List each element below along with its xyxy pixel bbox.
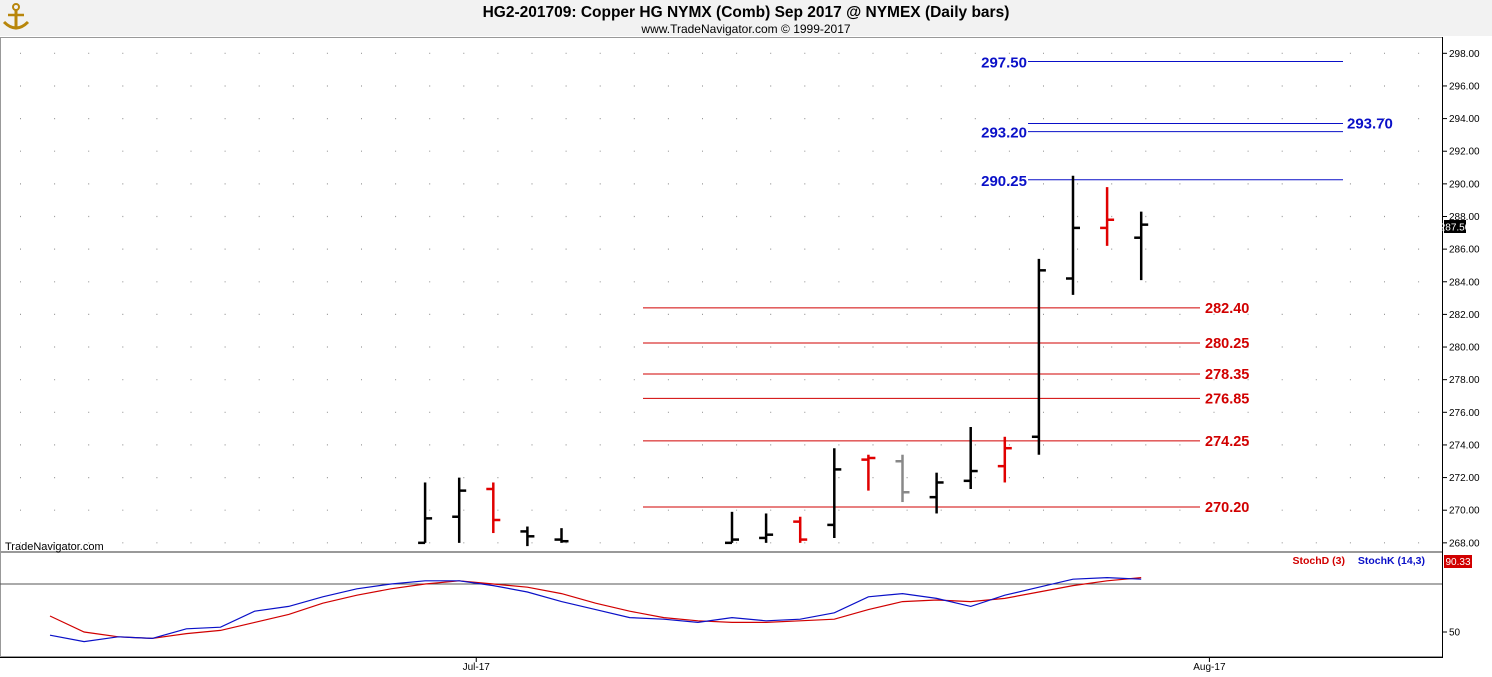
ohlc-bar [1031,258,1046,455]
price-tick-label: 276.00 [1449,408,1480,419]
red-level-label: 274.25 [1205,434,1249,450]
red-level-label: 270.20 [1205,500,1249,516]
ohlc-bar [725,511,739,545]
date-tick-label: Jul-17 [463,662,491,673]
legend-stochk: StochK (14,3) [1358,555,1425,567]
price-tick-label: 286.00 [1449,245,1480,256]
ohlc-bar [520,526,535,547]
ohlc-bar [1066,175,1080,295]
header-background [0,0,1492,36]
red-level-label: 280.25 [1205,336,1249,352]
price-tick-label: 284.00 [1449,277,1480,288]
legend-stochd: StochD (3) [1293,555,1346,567]
ohlc-bar [997,436,1012,483]
ohlc-bar [1134,211,1149,281]
ohlc-bar [793,516,808,543]
chart-title: HG2-201709: Copper HG NYMX (Comb) Sep 20… [483,4,1010,21]
blue-level-label: 297.50 [981,54,1027,71]
stochastic-lines [49,576,1142,643]
red-level-label: 282.40 [1205,301,1249,317]
levels: 297.50 293.20 293.70 290.25 282.40 280.25 278.… [643,54,1393,516]
ohlc-bar [963,426,978,489]
ohlc-bar [418,482,433,545]
blue-level-label: 293.70 [1347,115,1393,132]
price-tick-label: 268.00 [1449,538,1480,549]
indicator-pane [0,552,1443,657]
ohlc-bar [1100,187,1115,246]
ohlc-bar [827,448,842,538]
ohlc-bars [418,175,1149,547]
price-axis: 268.00 270.00 272.00 274.00 276.00 278.00 280.… [1442,49,1480,549]
stochd-line [49,577,1142,640]
anchor-icon[interactable] [2,3,30,30]
stochk-line [49,576,1142,643]
last-price-box [1444,220,1466,233]
price-tick-label: 294.00 [1449,114,1480,125]
ohlc-bar [486,482,501,534]
copyright-text: www.TradeNavigator.com © 1999-2017 [640,22,850,36]
ohlc-bar [759,513,774,543]
ohlc-bar [554,528,569,543]
price-tick-label: 274.00 [1449,440,1480,451]
price-tick-label: 282.00 [1449,310,1480,321]
watermark: TradeNavigator.com [5,541,104,553]
red-level-label: 278.35 [1205,367,1249,383]
indicator-axis: 50 [0,583,1461,639]
last-price-label: 287.50 [1440,223,1471,234]
price-tick-label: 298.00 [1449,49,1480,60]
price-tick-label: 296.00 [1449,81,1480,92]
date-tick-label: Aug-17 [1193,662,1226,673]
ohlc-bar [452,477,467,543]
ohlc-bar [861,454,876,491]
last-stoch-label: 90.33 [1445,557,1470,568]
blue-level-label: 293.20 [981,125,1027,142]
price-tick-label: 290.00 [1449,179,1480,190]
indicator-tick-label: 50 [1449,628,1461,639]
ohlc-bar [895,454,910,503]
grid-dots [20,52,1420,544]
ohlc-bar [929,472,944,514]
last-stoch-box [1444,555,1472,568]
grid-dot-pattern [20,52,1420,544]
blue-level-label: 290.25 [981,173,1027,190]
price-tick-label: 280.00 [1449,343,1480,354]
price-pane [0,37,1443,552]
price-tick-label: 272.00 [1449,473,1480,484]
price-tick-label: 270.00 [1449,506,1480,517]
price-tick-label: 292.00 [1449,147,1480,158]
price-tick-label: 278.00 [1449,375,1480,386]
price-tick-label: 288.00 [1449,212,1480,223]
date-axis: Jul-17 Aug-17 [463,657,1226,673]
red-level-label: 276.85 [1205,391,1249,407]
